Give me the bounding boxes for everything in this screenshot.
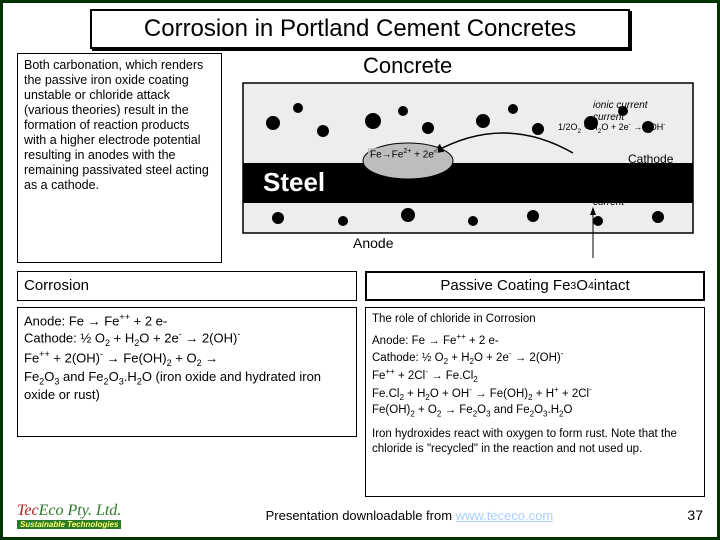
chloride-reactions: Anode: Fe → Fe++ + 2 e-Cathode: ½ O2 + H… [372,332,698,419]
footer-text: Presentation downloadable from www.tecec… [131,508,687,523]
chloride-role: The role of chloride in Corrosion Anode:… [365,307,705,497]
cathode-reaction: 1/2O2 + H2O + 2e- → 2OH- [558,121,698,135]
chloride-title: The role of chloride in Corrosion [372,312,698,326]
corrosion-heading: Corrosion [17,271,357,301]
steel-label: Steel [263,167,325,197]
slide-number: 37 [687,507,703,523]
cathode-label: Cathode [628,152,674,166]
passive-coating-heading: Passive Coating Fe3O4 intact [365,271,705,301]
slide-title: Corrosion in Portland Cement Concretes [90,9,630,49]
svg-text:current: current [593,197,625,208]
chloride-note: Iron hydroxides react with oxygen to for… [372,427,698,456]
ionic-current-label: ionic current [593,100,649,111]
logo-text: TecEco Pty. Ltd. [17,502,121,520]
footer: TecEco Pty. Ltd. Sustainable Technologie… [17,499,703,531]
anode-label: Anode [353,235,394,251]
logo-tagline: Sustainable Technologies [17,520,121,529]
company-logo: TecEco Pty. Ltd. Sustainable Technologie… [17,502,121,529]
slide: Corrosion in Portland Cement Concretes B… [0,0,720,540]
concrete-label: Concrete [363,53,452,78]
corrosion-diagram: Concrete Steel Anode Cathode ionic curre… [233,53,703,263]
intro-text: Both carbonation, which renders the pass… [17,53,222,263]
electronic-current-label: electronic [583,185,626,196]
anode-reaction: Fe→Fe2+ + 2e- [368,148,438,160]
download-link[interactable]: www.tececo.com [456,508,554,523]
corrosion-reactions: Anode: Fe → Fe++ + 2 e-Cathode: ½ O2 + H… [17,307,357,437]
